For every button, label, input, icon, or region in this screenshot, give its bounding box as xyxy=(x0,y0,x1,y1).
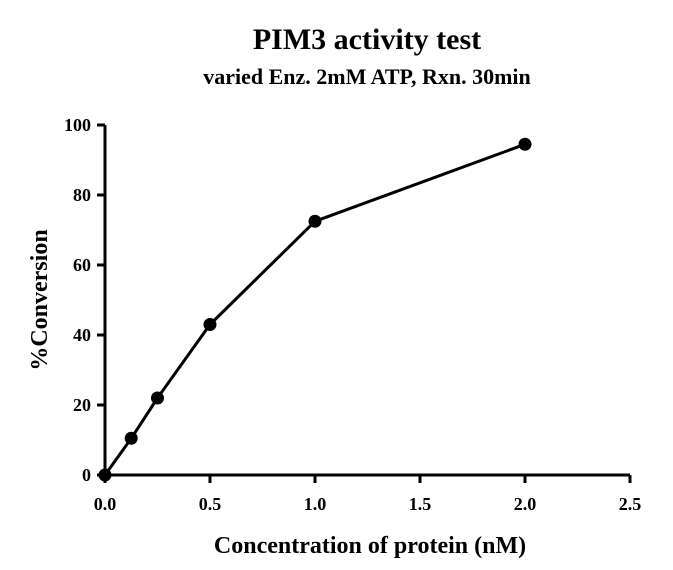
y-tick-label: 40 xyxy=(73,325,91,345)
data-point xyxy=(124,431,138,445)
ticks: 0 20 40 60 80 100 0.0 0.5 1.0 1.5 2.0 2.5 xyxy=(64,115,641,514)
axes xyxy=(103,125,630,477)
y-tick-label: 20 xyxy=(73,395,91,415)
y-tick-label: 100 xyxy=(64,115,91,135)
data-point xyxy=(203,318,217,331)
x-tick-label: 0.0 xyxy=(94,494,117,514)
y-tick-label: 80 xyxy=(73,185,91,205)
y-tick-label: 0 xyxy=(82,465,91,485)
data-point xyxy=(308,214,322,228)
data-point xyxy=(98,468,112,482)
data-point xyxy=(518,137,532,151)
x-tick-label: 2.5 xyxy=(619,494,642,514)
data-point xyxy=(151,391,164,405)
series-layer xyxy=(98,137,532,482)
x-tick-label: 2.0 xyxy=(514,494,537,514)
series-line xyxy=(103,142,526,476)
x-tick-label: 1.5 xyxy=(409,494,432,514)
chart-subtitle: varied Enz. 2mM ATP, Rxn. 30min xyxy=(203,64,531,89)
x-axis-label: Concentration of protein (nM) xyxy=(214,533,526,559)
chart-title: PIM3 activity test xyxy=(253,23,481,56)
x-tick-label: 0.5 xyxy=(199,494,222,514)
y-axis-label: %Conversion xyxy=(27,229,53,370)
x-tick-label: 1.0 xyxy=(304,494,327,514)
y-tick-label: 60 xyxy=(73,255,91,275)
